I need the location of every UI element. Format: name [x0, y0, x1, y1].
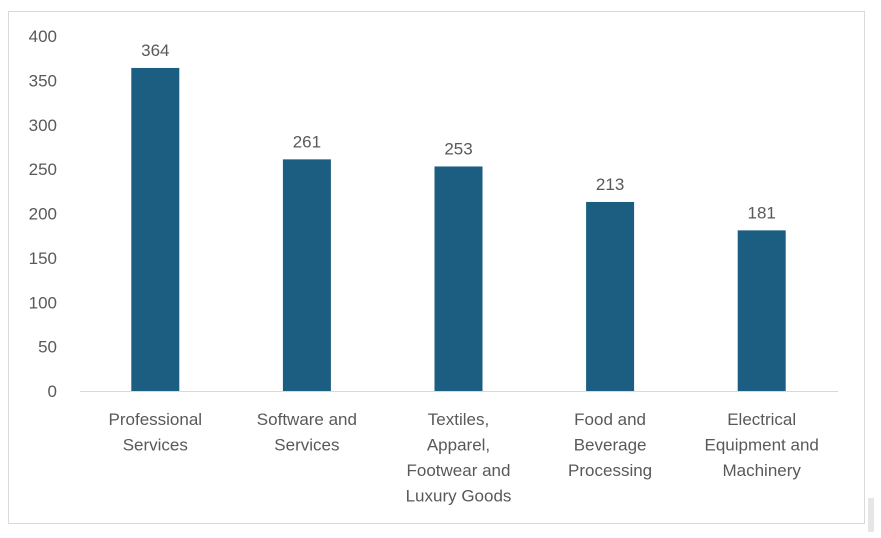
y-tick-label: 150	[29, 249, 57, 268]
bar	[586, 201, 635, 391]
x-tick-label-line: Apparel,	[427, 436, 490, 455]
scrollbar[interactable]	[868, 498, 874, 532]
x-tick-label-line: Luxury Goods	[406, 487, 512, 506]
y-tick-label: 350	[29, 71, 57, 90]
bar	[434, 166, 483, 391]
x-tick-label-line: Beverage	[574, 436, 647, 455]
data-label: 253	[444, 139, 472, 158]
x-tick-label: Textiles, Apparel, Footwear and Luxury Good…	[406, 410, 512, 506]
bars	[131, 67, 786, 391]
y-tick-label: 50	[38, 338, 57, 357]
x-tick-label-line: Machinery	[722, 461, 801, 480]
data-label: 213	[596, 175, 624, 194]
chart-area	[8, 11, 865, 524]
y-tick-label: 400	[29, 27, 57, 46]
x-tick-label-line: Services	[274, 436, 339, 455]
x-tick-label: Professional Services	[109, 410, 203, 455]
y-tick-label: 250	[29, 160, 57, 179]
data-label: 364	[141, 41, 169, 60]
x-tick-label-line: Textiles,	[428, 410, 489, 429]
x-axis: Professional Services Software and Services…	[109, 410, 819, 506]
x-tick-label-line: Equipment and	[705, 436, 819, 455]
x-tick-label: Software and Services	[257, 410, 357, 455]
x-tick-label: Electrical Equipment and Machinery	[705, 410, 819, 480]
y-tick-label: 100	[29, 293, 57, 312]
bar	[131, 67, 180, 391]
data-label: 181	[748, 203, 776, 222]
x-tick-label-line: Footwear and	[407, 461, 511, 480]
x-tick-label-line: Processing	[568, 461, 652, 480]
y-tick-label: 300	[29, 116, 57, 135]
x-tick-label-line: Professional	[109, 410, 203, 429]
y-tick-label: 0	[48, 382, 57, 401]
x-tick-label-line: Food and	[574, 410, 646, 429]
data-label: 261	[293, 132, 321, 151]
x-tick-label: Food and Beverage Processing	[568, 410, 652, 480]
y-axis: 0 50 100 150 200 250 300 350 400	[29, 27, 57, 401]
y-tick-label: 200	[29, 205, 57, 224]
x-tick-label-line: Software and	[257, 410, 357, 429]
x-tick-label-line: Electrical	[727, 410, 796, 429]
x-tick-label-line: Services	[123, 436, 188, 455]
bar	[282, 159, 331, 391]
data-labels: 364 261 253 213 181	[141, 41, 776, 222]
bar	[737, 230, 786, 391]
